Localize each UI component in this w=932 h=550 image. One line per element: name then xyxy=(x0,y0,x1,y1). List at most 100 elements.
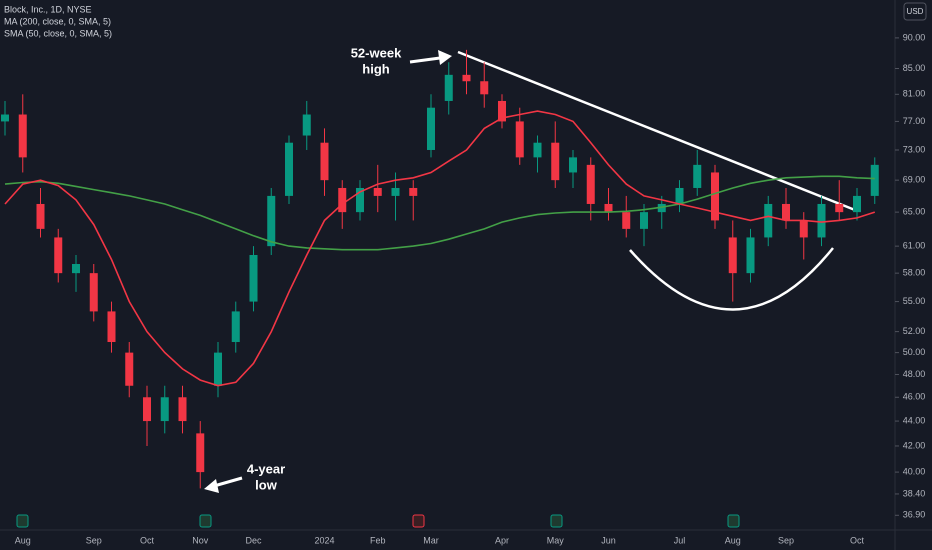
annotation: 4-year xyxy=(247,461,285,476)
y-tick-label: 65.00 xyxy=(903,207,926,217)
candle-body xyxy=(302,114,311,136)
x-tick-label: Apr xyxy=(495,535,509,545)
currency-button[interactable] xyxy=(903,2,927,21)
arrow-head xyxy=(204,479,219,493)
y-tick-label: 36.90 xyxy=(903,510,926,520)
candle-body xyxy=(427,107,435,150)
candle-body xyxy=(622,212,631,229)
ma-line xyxy=(4,175,875,251)
candle-body xyxy=(640,212,648,229)
candle-body xyxy=(54,237,63,274)
y-tick-label: 42.00 xyxy=(903,440,926,450)
x-tick-label: Jul xyxy=(674,535,686,545)
y-tick-label: 81.00 xyxy=(903,89,926,99)
candle-body xyxy=(870,164,879,196)
legend-entry: MA (200, close, 0, SMA, 5) xyxy=(4,16,111,26)
candle-body xyxy=(231,311,240,343)
x-tick-label: May xyxy=(547,535,565,545)
x-tick-label: Aug xyxy=(725,535,741,545)
candle-body xyxy=(285,142,293,196)
candle-body xyxy=(462,74,471,82)
y-tick-label: 40.00 xyxy=(903,466,926,476)
candle-body xyxy=(853,195,861,213)
x-tick-label: Oct xyxy=(140,535,155,545)
arrow-head xyxy=(438,50,452,65)
candle-body xyxy=(480,81,489,95)
candle-body xyxy=(569,157,577,173)
y-tick-label: 55.00 xyxy=(903,296,926,306)
candle-body xyxy=(391,187,400,196)
candle-body xyxy=(320,142,329,181)
candle-body xyxy=(657,203,666,213)
y-tick-label: 46.00 xyxy=(903,392,926,402)
x-tick-label: Oct xyxy=(850,535,865,545)
candle-body xyxy=(107,311,116,343)
y-tick-label: 69.00 xyxy=(903,175,926,185)
y-tick-label: 61.00 xyxy=(903,241,926,251)
candle-body xyxy=(799,220,808,238)
candle-body xyxy=(675,187,684,204)
candle-body xyxy=(178,397,187,422)
y-tick-label: 38.40 xyxy=(903,488,926,498)
candle-body xyxy=(373,187,382,196)
y-tick-label: 50.00 xyxy=(903,347,926,357)
candle-body xyxy=(196,433,205,473)
candle-body xyxy=(249,254,258,302)
candle-body xyxy=(764,203,773,238)
y-tick-label: 58.00 xyxy=(903,268,926,278)
annotation: low xyxy=(255,477,278,492)
candle-body xyxy=(89,273,98,312)
candle-body xyxy=(782,203,790,221)
annotation: 52-week xyxy=(351,45,402,60)
y-tick-label: 73.00 xyxy=(903,144,926,154)
arrow xyxy=(409,56,441,64)
candle-body xyxy=(267,195,276,247)
x-tick-label: Feb xyxy=(370,535,386,545)
candle-body xyxy=(586,164,595,204)
candle-body xyxy=(711,172,719,221)
x-tick-label: Aug xyxy=(15,535,31,545)
legend-entry: SMA (50, close, 0, SMA, 5) xyxy=(4,28,112,38)
earnings-icons xyxy=(16,514,740,528)
candle-body xyxy=(533,142,542,158)
candle-body xyxy=(409,187,418,196)
currency-label: USD xyxy=(907,7,924,16)
candle-body xyxy=(338,187,347,213)
x-tick-label: Jun xyxy=(601,535,616,545)
y-tick-label: 48.00 xyxy=(903,369,926,379)
annotation: high xyxy=(362,61,389,76)
candle-body xyxy=(693,164,702,188)
cup-curve xyxy=(629,247,834,311)
candle-body xyxy=(444,74,453,101)
candle-body xyxy=(728,237,737,274)
x-tick-label: Mar xyxy=(423,535,439,545)
y-tick-label: 77.00 xyxy=(903,116,926,126)
candle-body xyxy=(498,100,506,122)
candle-body xyxy=(551,142,560,181)
y-tick-label: 52.00 xyxy=(903,326,926,336)
y-tick-label: 44.00 xyxy=(903,415,926,425)
arrow xyxy=(213,476,243,488)
candle-body xyxy=(214,352,222,386)
x-tick-label: Sep xyxy=(86,535,102,545)
candle-body xyxy=(515,121,524,158)
candle-body xyxy=(18,114,27,158)
candle-body xyxy=(746,237,755,274)
candle-body xyxy=(160,397,169,422)
x-tick-label: 2024 xyxy=(314,535,334,545)
y-tick-label: 90.00 xyxy=(903,32,926,42)
candle-body xyxy=(72,263,80,274)
ma-line xyxy=(4,110,876,387)
trendline xyxy=(457,50,856,212)
candle-body xyxy=(143,397,151,422)
x-tick-label: Dec xyxy=(245,535,262,545)
candle-body xyxy=(835,203,844,213)
x-tick-label: Nov xyxy=(192,535,209,545)
y-tick-label: 85.00 xyxy=(903,63,926,73)
candle-body xyxy=(817,203,826,238)
candle-body xyxy=(36,203,45,229)
candle-body xyxy=(125,352,134,386)
chart-title: Block, Inc., 1D, NYSE xyxy=(4,4,92,14)
candle-body xyxy=(1,114,9,122)
